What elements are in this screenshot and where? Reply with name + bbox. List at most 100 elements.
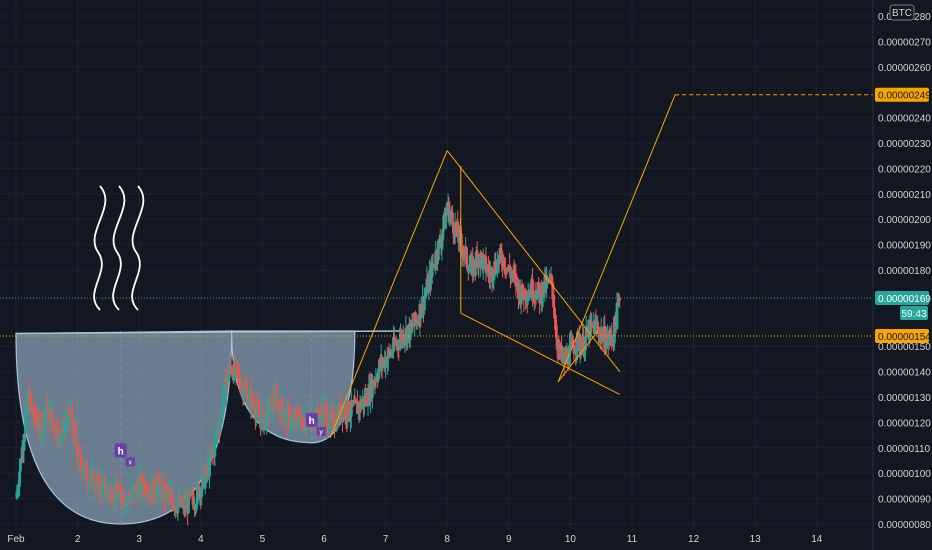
candle-body [57,427,61,431]
price-axis[interactable]: 0.000002800.000002700.000002600.00000240… [878,4,931,531]
candle-body [130,492,134,495]
candle-body [56,427,60,443]
candle-body [436,260,439,262]
candle-body [398,340,402,349]
price-tick-label: 0.00000090 [878,495,931,506]
candle-body [438,238,442,245]
time-tick-label: 6 [321,534,327,545]
candle-body [360,403,364,410]
candle-body [487,267,490,273]
candle-body [327,427,331,431]
marker-box [114,443,127,458]
candle-body [101,480,105,495]
candle-body [613,317,617,324]
price-tick-label: 0.00000210 [878,190,931,201]
candle-body [221,401,225,414]
candle-body [267,402,270,416]
candle-body [25,400,28,415]
candle-body [545,278,549,289]
candle-body [132,484,136,486]
candle-body [479,252,483,266]
candle-body [568,345,571,366]
pattern-marker: hx [114,443,135,467]
candle-body [495,259,499,274]
candle-body [403,339,407,342]
candle-body [297,418,300,428]
time-tick-label: 4 [198,534,204,545]
resistance-price-tag-bg [875,329,929,344]
candle-body [77,453,81,468]
candle-body [187,492,190,514]
candle-body [129,494,133,500]
candle-body [391,352,395,355]
candle-body [30,403,34,406]
candle-body [344,407,348,421]
candle-body [349,400,353,417]
price-tick-label: 0.00000200 [878,215,931,226]
candle-body [537,282,541,290]
candle-body [195,503,198,509]
candle-body [52,422,56,431]
candle-body [499,248,503,254]
candle-body [510,274,513,278]
candle-body [287,407,291,411]
candle-body [44,412,48,416]
candle-body [491,280,495,282]
candle-body [171,500,175,509]
candle-body [119,485,123,492]
candle-body [451,212,454,223]
candle-body [488,272,492,278]
candle-body [533,294,537,298]
candle-body [516,278,519,286]
candle-body [323,407,327,419]
price-tick-label: 0.00000130 [878,393,931,404]
candle-body [107,487,110,492]
candle-body [60,434,64,442]
countdown-tag-text: 59:43 [901,309,926,320]
candle-body [393,337,396,345]
candle-body [231,372,234,374]
candle-body [224,382,228,396]
candle-body [387,349,391,352]
candle-body [174,506,178,512]
candle-body [591,322,594,326]
candle-body [576,331,579,349]
candle-body [467,267,471,273]
candle-body [170,492,174,501]
candle-body [414,312,417,322]
candle-body [613,317,616,344]
candle-body [200,487,204,498]
candle-body [73,423,77,437]
candle-body [318,416,321,424]
candle-body [556,349,560,351]
candle-body [152,478,156,496]
candle-body [554,318,557,325]
candle-body [332,410,336,427]
candle-body [257,406,261,415]
time-axis[interactable]: Feb 2 3 4 5 6 7 8 9 10 11 12 13 14 [7,534,822,545]
candle-body [16,489,20,492]
time-tick-label: 14 [811,534,823,545]
candle-body [83,464,87,472]
candle-body [122,496,126,507]
current-price-tag-bg [875,290,929,305]
candle-body [503,257,506,270]
candle-body [108,490,112,496]
breakout-leg [557,94,676,382]
candle-body [456,221,460,237]
candle-body [521,284,525,296]
candle-body [268,409,271,416]
candle-body [500,253,504,263]
flag-upper-line [446,150,621,372]
candle-body [347,401,351,420]
price-tick-label: 0.00000270 [878,37,931,48]
candle-body [518,285,522,305]
candle-body [234,362,238,373]
time-tick-label: 9 [506,534,512,545]
candle-body [157,475,160,484]
candle-body [99,479,102,494]
candle-body [466,264,469,269]
candle-body [55,425,58,439]
candle-body [453,223,457,238]
